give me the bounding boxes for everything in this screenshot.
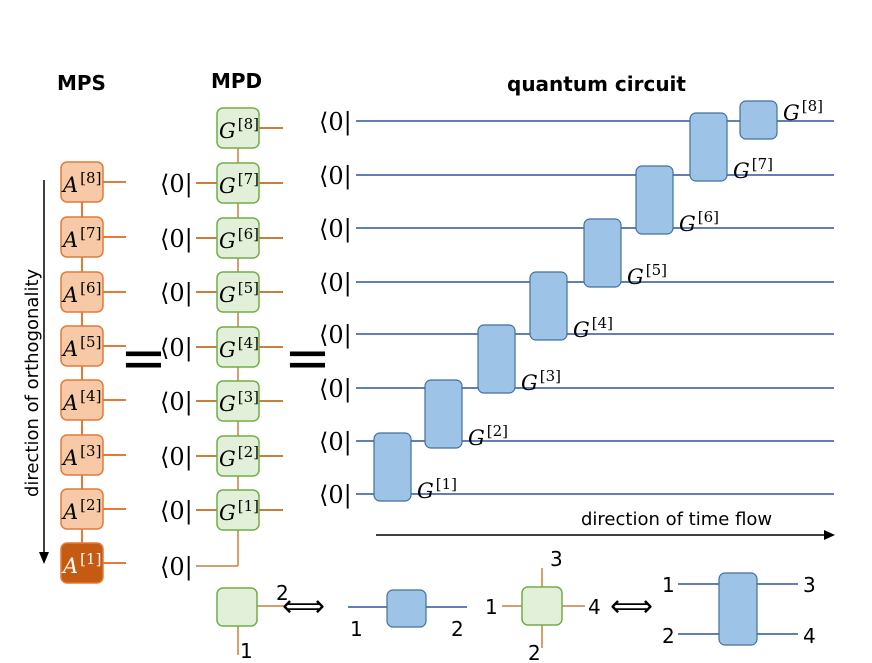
circuit-gate (739, 100, 778, 140)
legend-four-leg-gate (718, 572, 758, 646)
equals-sign-1: = (120, 326, 167, 391)
mps-header: MPS (57, 71, 106, 95)
mpd-tensor (216, 489, 260, 531)
legend-two-leg-tensor (216, 587, 258, 627)
legend-gate4-bottom-left: 2 (662, 624, 675, 648)
legend-gate-leg-1: 1 (350, 617, 363, 641)
legend-gate4-bottom-right: 4 (803, 624, 816, 648)
legend-gate4-top-left: 1 (662, 573, 675, 597)
circuit-gate-label: G [4] (573, 314, 613, 342)
legend-4leg-left: 1 (485, 595, 498, 619)
equals-sign-2: = (284, 326, 331, 391)
circuit-gate-label: G [5] (627, 261, 667, 289)
legend-tensor-leg-2: 2 (276, 581, 289, 605)
mpd-bra-zero: ⟨0| (160, 279, 193, 308)
mpd-header: MPD (211, 69, 262, 93)
circuit-bra-zero: ⟨0| (319, 428, 352, 457)
mpd-tensor (216, 435, 260, 477)
mpd-bra-zero: ⟨0| (160, 334, 193, 363)
mpd-bra-zero: ⟨0| (160, 497, 193, 526)
circuit-gate-label: G [2] (468, 422, 508, 450)
mpd-tensor-label: G [4] (219, 334, 259, 362)
orthogonality-label: direction of orthogonality (22, 268, 43, 497)
mpd-tensor-label: G [1] (219, 497, 259, 525)
equivalence-symbol-1: ⟺ (282, 589, 325, 624)
circuit-gate (373, 432, 412, 502)
mps-tensor-label: A [2] (61, 496, 101, 524)
mpd-tensor (216, 217, 260, 259)
mps-tensor (60, 271, 104, 313)
mpd-bra-zero: ⟨0| (160, 443, 193, 472)
circuit-bra-zero: ⟨0| (319, 321, 352, 350)
mpd-tensor-label: G [7] (219, 170, 259, 198)
mps-tensor-label: A [1] (61, 550, 101, 578)
mps-tensor (60, 325, 104, 367)
legend-four-leg-tensor (521, 586, 563, 626)
mps-tensor (60, 488, 104, 530)
mpd-tensor (216, 271, 260, 313)
circuit-gate (583, 218, 622, 288)
legend-gate-leg-2: 2 (451, 617, 464, 641)
mpd-tensor-label: G [2] (219, 443, 259, 471)
orthogonality-arrowhead (39, 552, 49, 564)
mpd-bra-zero: ⟨0| (160, 170, 193, 199)
legend-tensor-leg-1: 1 (240, 639, 253, 663)
mpd-tensor-label: G [6] (219, 225, 259, 253)
circuit-bra-zero: ⟨0| (319, 481, 352, 510)
mps-tensor-label: A [4] (61, 387, 101, 415)
mps-tensor-label: A [3] (61, 442, 101, 470)
circuit-gate-label: G [7] (733, 155, 773, 183)
mps-tensor (60, 542, 104, 584)
legend-4leg-top: 3 (550, 547, 563, 571)
legend-4leg-bottom: 2 (528, 641, 541, 663)
mps-tensor (60, 216, 104, 258)
mps-tensor-label: A [7] (61, 224, 101, 252)
circuit-gate (477, 324, 516, 394)
circuit-gate-label: G [8] (783, 97, 823, 125)
mpd-tensor-label: G [8] (219, 115, 259, 143)
mpd-tensor-label: G [3] (219, 388, 259, 416)
mpd-tensor (216, 162, 260, 204)
mps-tensor-label: A [5] (61, 333, 101, 361)
circuit-bra-zero: ⟨0| (319, 162, 352, 191)
circuit-gate-label: G [1] (417, 475, 457, 503)
mps-tensor (60, 161, 104, 203)
circuit-bra-zero: ⟨0| (319, 215, 352, 244)
mpd-tensor-label: G [5] (219, 279, 259, 307)
mpd-bra-zero: ⟨0| (160, 388, 193, 417)
legend-4leg-right: 4 (588, 595, 601, 619)
mpd-tensor (216, 380, 260, 422)
circuit-gate-label: G [6] (679, 208, 719, 236)
time-flow-label: direction of time flow (581, 509, 772, 530)
legend-two-leg-gate (386, 589, 427, 628)
mps-tensor-label: A [8] (61, 169, 101, 197)
mpd-bra-zero: ⟨0| (160, 225, 193, 254)
time-flow-arrowhead (824, 530, 835, 540)
diagram-texts: A [8] A [7] A [6] A [5] A [4] A [3] A [2] A [1] G [8] G [7]… (61, 97, 823, 582)
circuit-gate (424, 379, 463, 449)
mpd-tensor (216, 107, 260, 149)
circuit-bra-zero: ⟨0| (319, 269, 352, 298)
circuit-gate-label: G [3] (521, 367, 561, 395)
circuit-gate (689, 112, 728, 182)
circuit-header: quantum circuit (507, 72, 686, 96)
circuit-gate (635, 165, 674, 235)
circuit-bra-zero: ⟨0| (319, 108, 352, 137)
mps-tensor (60, 434, 104, 476)
mpd-tensor (216, 326, 260, 368)
mps-tensor-label: A [6] (61, 279, 101, 307)
mps-tensor (60, 379, 104, 421)
tensor-nodes (60, 100, 778, 646)
circuit-gate (529, 271, 568, 341)
circuit-wires (348, 120, 834, 635)
legend-gate4-top-right: 3 (803, 573, 816, 597)
mpd-bra-zero: ⟨0| (160, 553, 193, 582)
circuit-bra-zero: ⟨0| (319, 375, 352, 404)
equivalence-symbol-2: ⟺ (610, 589, 653, 624)
